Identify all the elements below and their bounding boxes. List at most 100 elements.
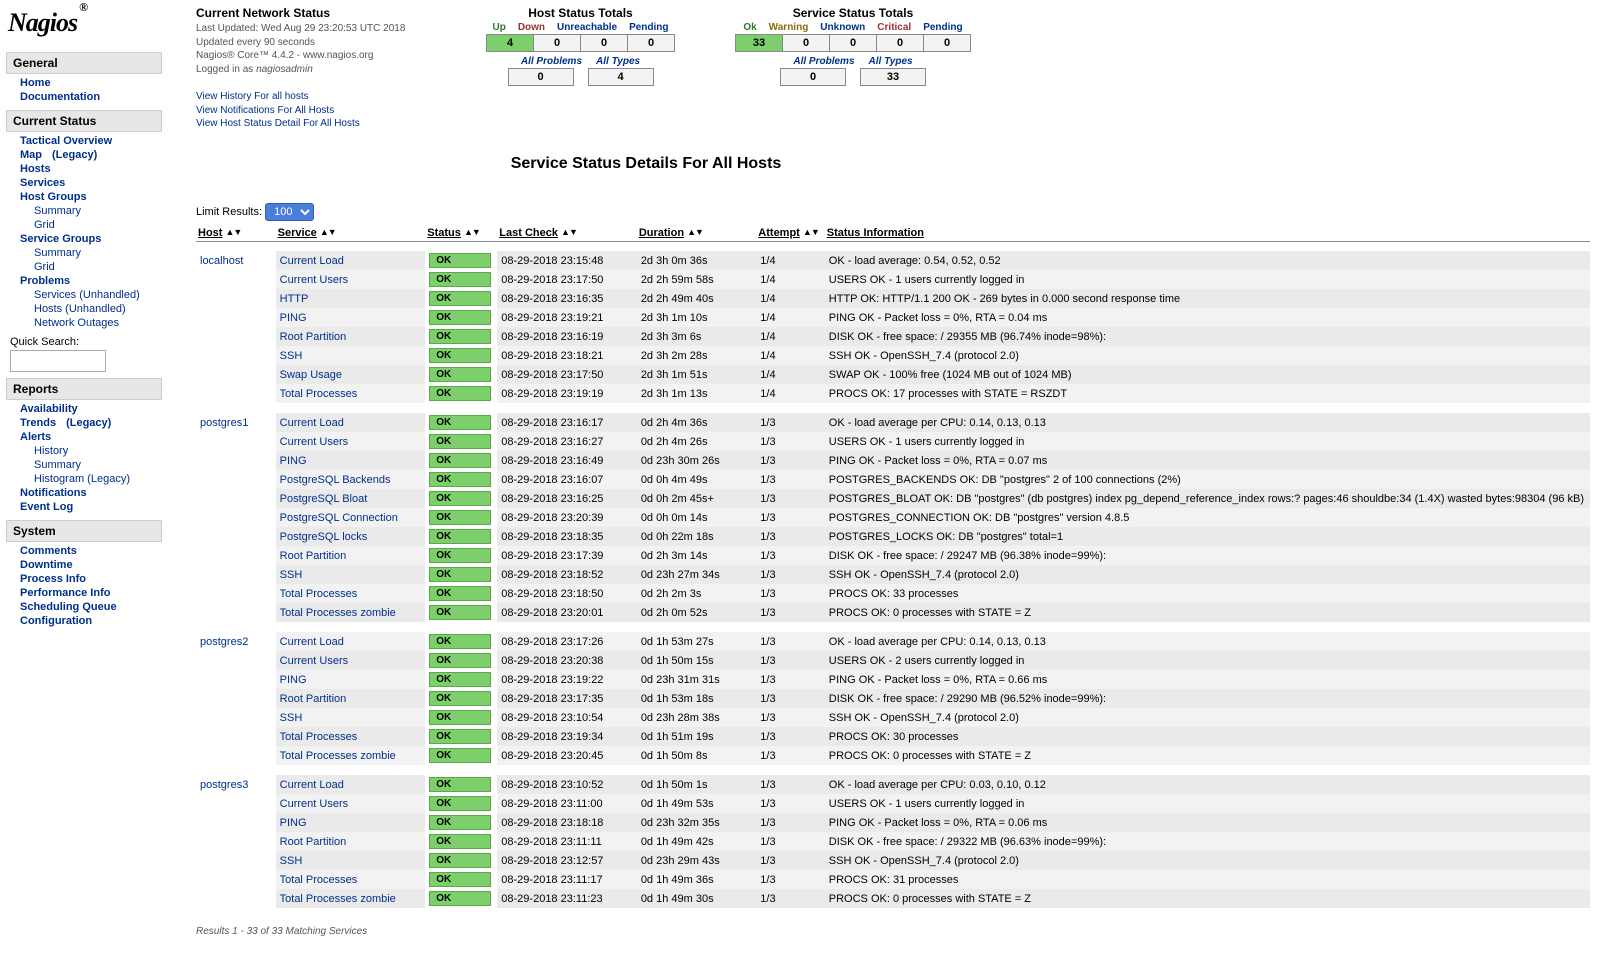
service-link[interactable]: Total Processes — [280, 588, 358, 600]
nav-link[interactable]: Performance Info — [20, 587, 110, 599]
nav-link[interactable]: Scheduling Queue — [20, 601, 117, 613]
service-link[interactable]: Current Load — [280, 255, 344, 267]
service-link[interactable]: SSH — [280, 855, 303, 867]
status-header-link[interactable]: View History For all hosts — [196, 90, 426, 104]
totals-cell[interactable]: 0 — [876, 34, 924, 52]
totals-cell[interactable]: 0 — [923, 34, 971, 52]
totals-cell[interactable]: 33 — [735, 34, 783, 52]
service-link[interactable]: Total Processes — [280, 874, 358, 886]
service-link[interactable]: Current Users — [280, 655, 348, 667]
totals-sub-cell[interactable]: 33 — [860, 68, 926, 86]
totals-sub-header[interactable]: All Types — [596, 56, 640, 67]
totals-header[interactable]: Critical — [871, 22, 917, 33]
totals-sub-cell[interactable]: 0 — [780, 68, 846, 86]
table-column-header[interactable]: Last Check ▲▼ — [497, 225, 637, 242]
nav-link[interactable]: Availability — [20, 403, 78, 415]
service-link[interactable]: SSH — [280, 350, 303, 362]
service-link[interactable]: PING — [280, 674, 307, 686]
service-link[interactable]: Root Partition — [280, 331, 347, 343]
service-link[interactable]: Root Partition — [280, 693, 347, 705]
table-column-header[interactable]: Host ▲▼ — [196, 225, 276, 242]
totals-sub-header[interactable]: All Problems — [521, 56, 582, 67]
service-link[interactable]: PostgreSQL locks — [280, 531, 368, 543]
totals-header[interactable]: Down — [512, 22, 551, 33]
host-link[interactable]: postgres1 — [200, 417, 248, 429]
nav-link[interactable]: Process Info — [20, 573, 86, 585]
nav-link[interactable]: Problems — [20, 275, 70, 287]
service-link[interactable]: Root Partition — [280, 550, 347, 562]
nav-link[interactable]: Downtime — [20, 559, 73, 571]
service-link[interactable]: Total Processes zombie — [280, 607, 396, 619]
nav-link[interactable]: Comments — [20, 545, 77, 557]
totals-cell[interactable]: 4 — [486, 34, 534, 52]
service-link[interactable]: Swap Usage — [280, 369, 342, 381]
nav-link[interactable]: Services — [20, 177, 65, 189]
service-link[interactable]: Current Users — [280, 436, 348, 448]
service-link[interactable]: Current Users — [280, 798, 348, 810]
totals-sub-header[interactable]: All Types — [869, 56, 913, 67]
nav-link[interactable]: Host Groups — [20, 191, 87, 203]
nav-link[interactable]: Trends — [20, 417, 56, 429]
table-column-header[interactable]: Status ▲▼ — [425, 225, 497, 242]
nav-link[interactable]: Service Groups — [20, 233, 101, 245]
nav-link[interactable]: Summary — [34, 459, 81, 471]
totals-cell[interactable]: 0 — [829, 34, 877, 52]
host-link[interactable]: localhost — [200, 255, 243, 267]
service-link[interactable]: PostgreSQL Bloat — [280, 493, 368, 505]
nav-link[interactable]: Alerts — [20, 431, 51, 443]
totals-sub-header[interactable]: All Problems — [793, 56, 854, 67]
nav-link[interactable]: Hosts — [20, 163, 51, 175]
service-link[interactable]: Total Processes — [280, 388, 358, 400]
nav-link[interactable]: Services (Unhandled) — [34, 289, 140, 301]
service-link[interactable]: Total Processes zombie — [280, 893, 396, 905]
nav-link[interactable]: Hosts (Unhandled) — [34, 303, 126, 315]
service-link[interactable]: Current Load — [280, 779, 344, 791]
nav-link[interactable]: Summary — [34, 205, 81, 217]
service-link[interactable]: PostgreSQL Backends — [280, 474, 391, 486]
totals-header[interactable]: Up — [486, 22, 511, 33]
table-column-header[interactable]: Attempt ▲▼ — [756, 225, 824, 242]
nav-link[interactable]: Tactical Overview — [20, 135, 112, 147]
nav-link[interactable]: Grid — [34, 219, 55, 231]
totals-sub-cell[interactable]: 4 — [588, 68, 654, 86]
service-link[interactable]: Total Processes zombie — [280, 750, 396, 762]
totals-sub-cell[interactable]: 0 — [508, 68, 574, 86]
service-link[interactable]: Current Users — [280, 274, 348, 286]
totals-header[interactable]: Warning — [763, 22, 815, 33]
nav-link-suffix[interactable]: (Legacy) — [52, 149, 97, 161]
limit-results-select[interactable]: 100 — [265, 203, 314, 221]
nav-link[interactable]: Home — [20, 77, 51, 89]
service-link[interactable]: SSH — [280, 569, 303, 581]
totals-header[interactable]: Pending — [623, 22, 674, 33]
totals-header[interactable]: Unknown — [814, 22, 871, 33]
nav-link[interactable]: Histogram (Legacy) — [34, 473, 130, 485]
nav-link[interactable]: Summary — [34, 247, 81, 259]
nav-link[interactable]: Network Outages — [34, 317, 119, 329]
totals-cell[interactable]: 0 — [580, 34, 628, 52]
totals-cell[interactable]: 0 — [533, 34, 581, 52]
table-column-header[interactable]: Status Information — [825, 225, 1590, 242]
service-link[interactable]: PostgreSQL Connection — [280, 512, 398, 524]
totals-header[interactable]: Ok — [737, 22, 762, 33]
nav-link-suffix[interactable]: (Legacy) — [66, 417, 111, 429]
nav-link[interactable]: Configuration — [20, 615, 92, 627]
totals-cell[interactable]: 0 — [782, 34, 830, 52]
nav-link[interactable]: Event Log — [20, 501, 73, 513]
status-header-link[interactable]: View Notifications For All Hosts — [196, 104, 426, 118]
nav-link[interactable]: Map — [20, 149, 42, 161]
nav-link[interactable]: History — [34, 445, 68, 457]
host-link[interactable]: postgres3 — [200, 779, 248, 791]
totals-header[interactable]: Unreachable — [551, 22, 623, 33]
quick-search-input[interactable] — [10, 350, 106, 372]
host-link[interactable]: postgres2 — [200, 636, 248, 648]
service-link[interactable]: Total Processes — [280, 731, 358, 743]
service-link[interactable]: Current Load — [280, 417, 344, 429]
nav-link[interactable]: Notifications — [20, 487, 87, 499]
totals-cell[interactable]: 0 — [627, 34, 675, 52]
nav-link[interactable]: Documentation — [20, 91, 100, 103]
service-link[interactable]: PING — [280, 455, 307, 467]
service-link[interactable]: Root Partition — [280, 836, 347, 848]
service-link[interactable]: HTTP — [280, 293, 309, 305]
status-header-link[interactable]: View Host Status Detail For All Hosts — [196, 117, 426, 131]
table-column-header[interactable]: Service ▲▼ — [276, 225, 426, 242]
